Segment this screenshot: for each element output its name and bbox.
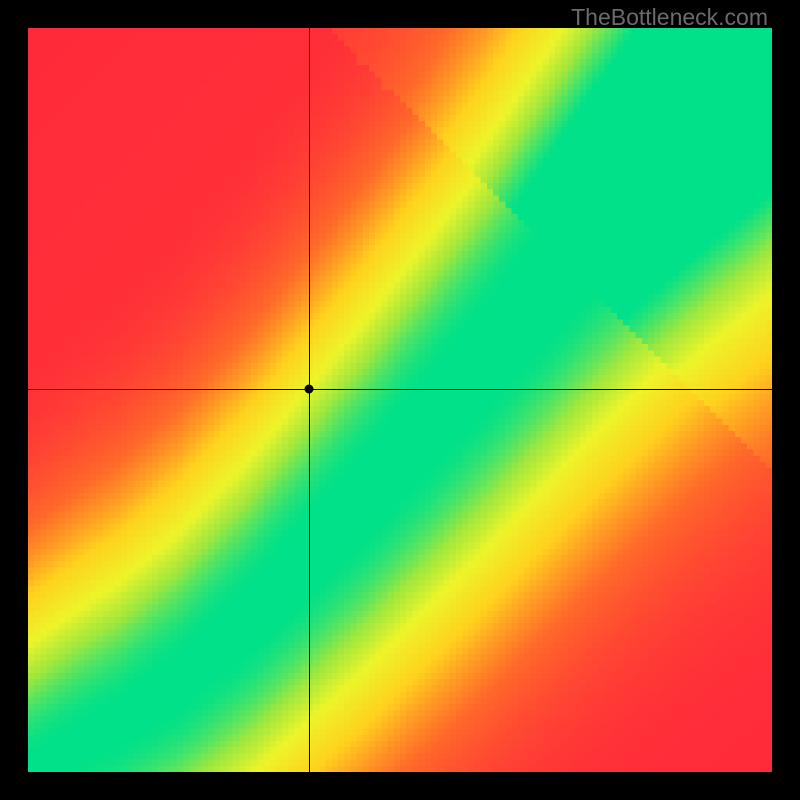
watermark-text: TheBottleneck.com bbox=[571, 4, 768, 31]
chart-container: TheBottleneck.com bbox=[0, 0, 800, 800]
data-point-marker bbox=[305, 384, 314, 393]
crosshair-horizontal bbox=[28, 389, 772, 390]
crosshair-vertical bbox=[309, 28, 310, 772]
plot-area bbox=[28, 28, 772, 772]
heatmap-canvas bbox=[28, 28, 772, 772]
